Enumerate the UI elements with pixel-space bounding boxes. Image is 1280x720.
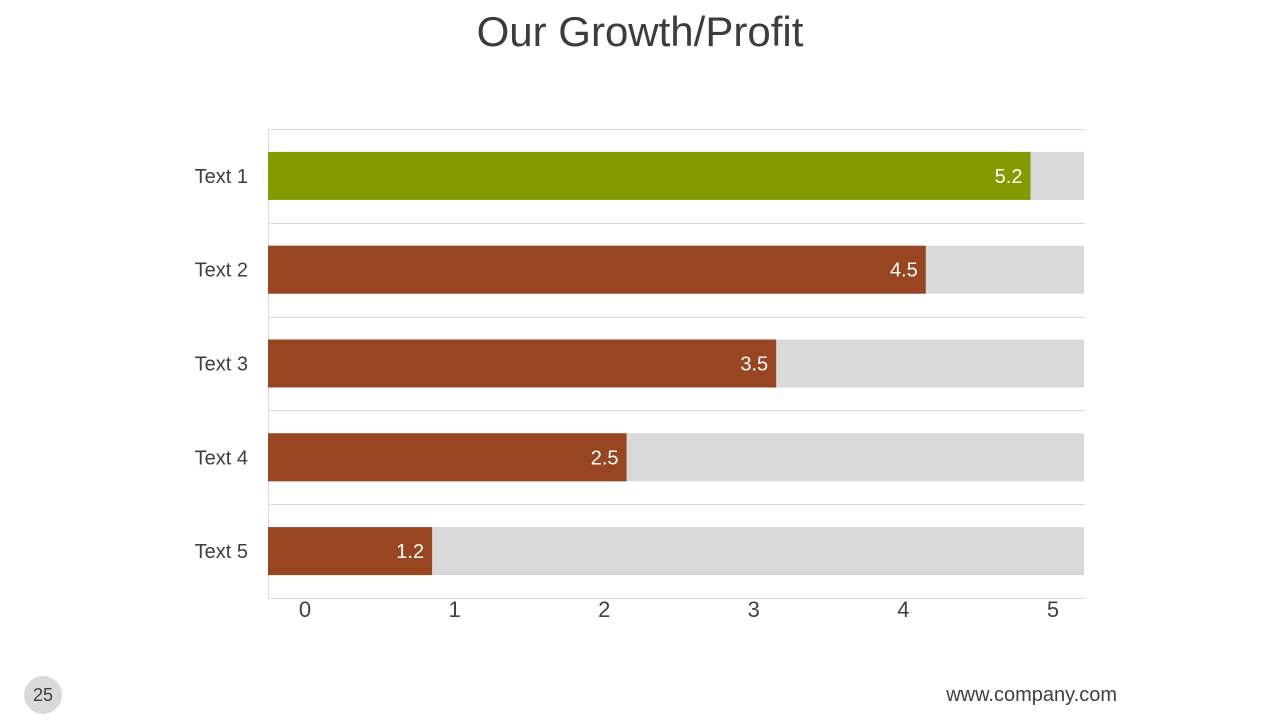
x-tick-label: 5 [1047,597,1059,622]
category-label: Text 1 [195,166,248,188]
bar [268,339,777,388]
category-label: Text 5 [195,541,248,563]
bar [268,151,1031,200]
footer-url: www.company.com [946,684,1117,706]
bar [268,245,926,294]
data-label: 4.5 [890,260,918,282]
x-tick-label: 1 [448,597,460,622]
page-title: Our Growth/Profit [476,8,804,55]
x-tick-label: 2 [598,597,610,622]
x-tick-label: 4 [897,597,909,622]
category-label: Text 4 [195,447,248,469]
data-label: 5.2 [995,166,1023,188]
x-tick-label: 3 [748,597,760,622]
category-label: Text 2 [195,260,248,282]
bar [268,433,627,482]
data-label: 2.5 [591,447,619,469]
data-label: 1.2 [396,541,424,563]
data-label: 3.5 [740,354,768,376]
page-number-badge: 25 [24,676,62,714]
category-label: Text 3 [195,354,248,376]
x-tick-label: 0 [299,597,311,622]
bar [268,527,433,576]
